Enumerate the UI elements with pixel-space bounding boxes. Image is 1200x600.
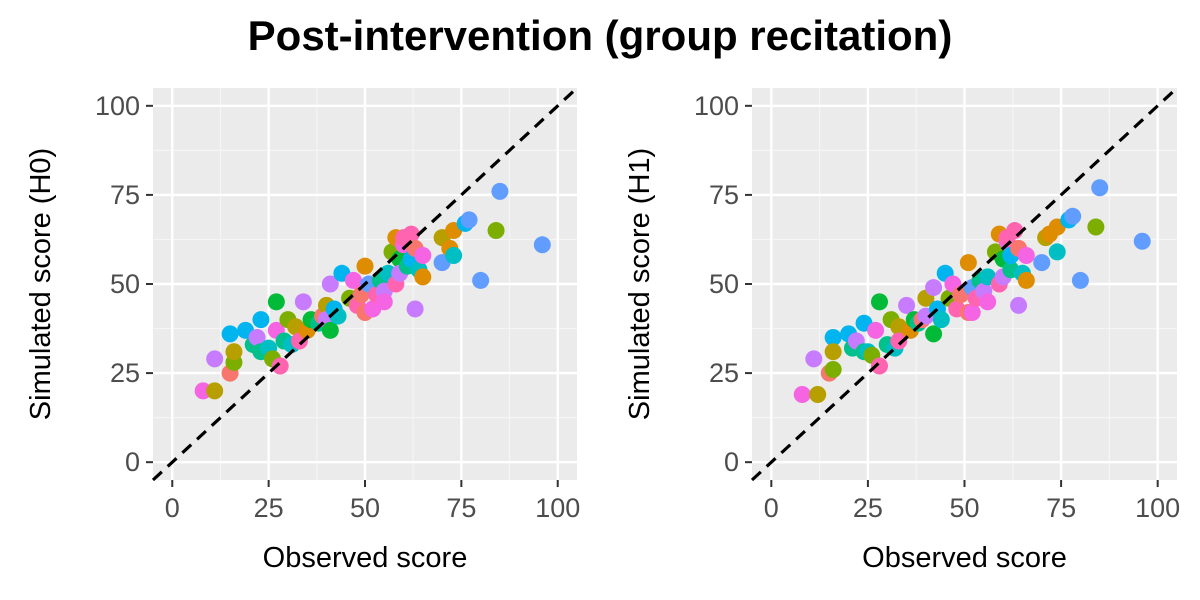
data-point [1071,271,1089,289]
data-point [321,321,339,339]
reference-line [750,86,1179,482]
y-tick-label: 25 [709,358,739,388]
data-point [871,293,888,311]
data-point [1064,207,1082,225]
x-tick-label: 25 [254,493,284,523]
data-point [252,311,270,329]
y-tick-label: 75 [110,180,140,210]
data-point [406,300,424,318]
data-point [225,343,243,361]
data-point [809,385,827,403]
data-point [206,382,224,400]
data-point [321,275,339,293]
data-point [963,304,981,322]
x-axis-title: Observed score [862,542,1067,574]
data-point [959,254,977,272]
x-tick-label: 50 [350,493,380,523]
x-tick-label: 0 [165,493,180,523]
data-point [824,361,842,379]
data-point [925,279,943,297]
data-point [271,357,289,375]
data-point [414,246,432,264]
y-axis-title: Simulated score (H0) [25,148,57,420]
y-tick-label: 75 [709,180,739,210]
data-point [824,343,842,361]
data-point [267,293,285,311]
x-tick-label: 100 [1135,493,1180,523]
data-point [824,328,842,346]
data-point [867,321,885,339]
data-point [1017,271,1035,289]
data-point [206,350,224,368]
data-point [898,296,916,314]
data-point [1010,296,1028,314]
data-point [491,182,509,200]
x-tick-label: 50 [949,493,979,523]
data-point [979,293,997,311]
y-axis-title: Simulated score (H1) [624,148,656,420]
right-scatter-panel: 0 25 50 75 100 0 25 50 75 100 Observed score Simula… [624,86,1180,574]
data-point [1033,254,1051,272]
left-scatter-panel: 0 25 50 75 100 0 25 50 75 100 Observed score Simula… [25,86,580,574]
data-point [533,236,551,254]
data-point [1048,243,1066,261]
data-point [890,332,908,350]
x-tick-label: 75 [1046,493,1076,523]
data-point [1017,246,1035,264]
data-point [487,222,505,240]
data-point [221,325,239,343]
data-point [356,257,374,275]
x-tick-label: 25 [853,493,883,523]
y-tick-label: 50 [709,269,739,299]
x-tick-label: 100 [535,493,580,523]
y-tick-label: 100 [95,91,140,121]
y-tick-label: 25 [110,358,140,388]
y-tick-label: 100 [694,91,739,121]
data-point [414,268,432,286]
data-point [344,271,362,289]
data-point [1087,218,1105,236]
data-point [294,293,312,311]
data-point [805,350,823,368]
y-tick-label: 0 [125,447,140,477]
x-tick-label: 75 [446,493,476,523]
x-tick-label: 0 [764,493,779,523]
data-point [1133,232,1151,250]
data-point [932,311,950,329]
reference-line [151,86,579,482]
chart-title: Post-intervention (group recitation) [247,12,953,59]
data-point [445,246,463,264]
data-point [472,271,490,289]
data-point [1091,179,1109,197]
x-axis-title: Observed score [263,542,468,574]
y-tick-label: 0 [724,447,739,477]
y-tick-label: 50 [110,269,140,299]
data-point [460,211,478,229]
data-point [375,293,393,311]
data-point [248,328,266,346]
data-point [871,357,888,375]
data-point [402,225,420,243]
data-point [793,385,811,403]
data-point [925,325,943,343]
